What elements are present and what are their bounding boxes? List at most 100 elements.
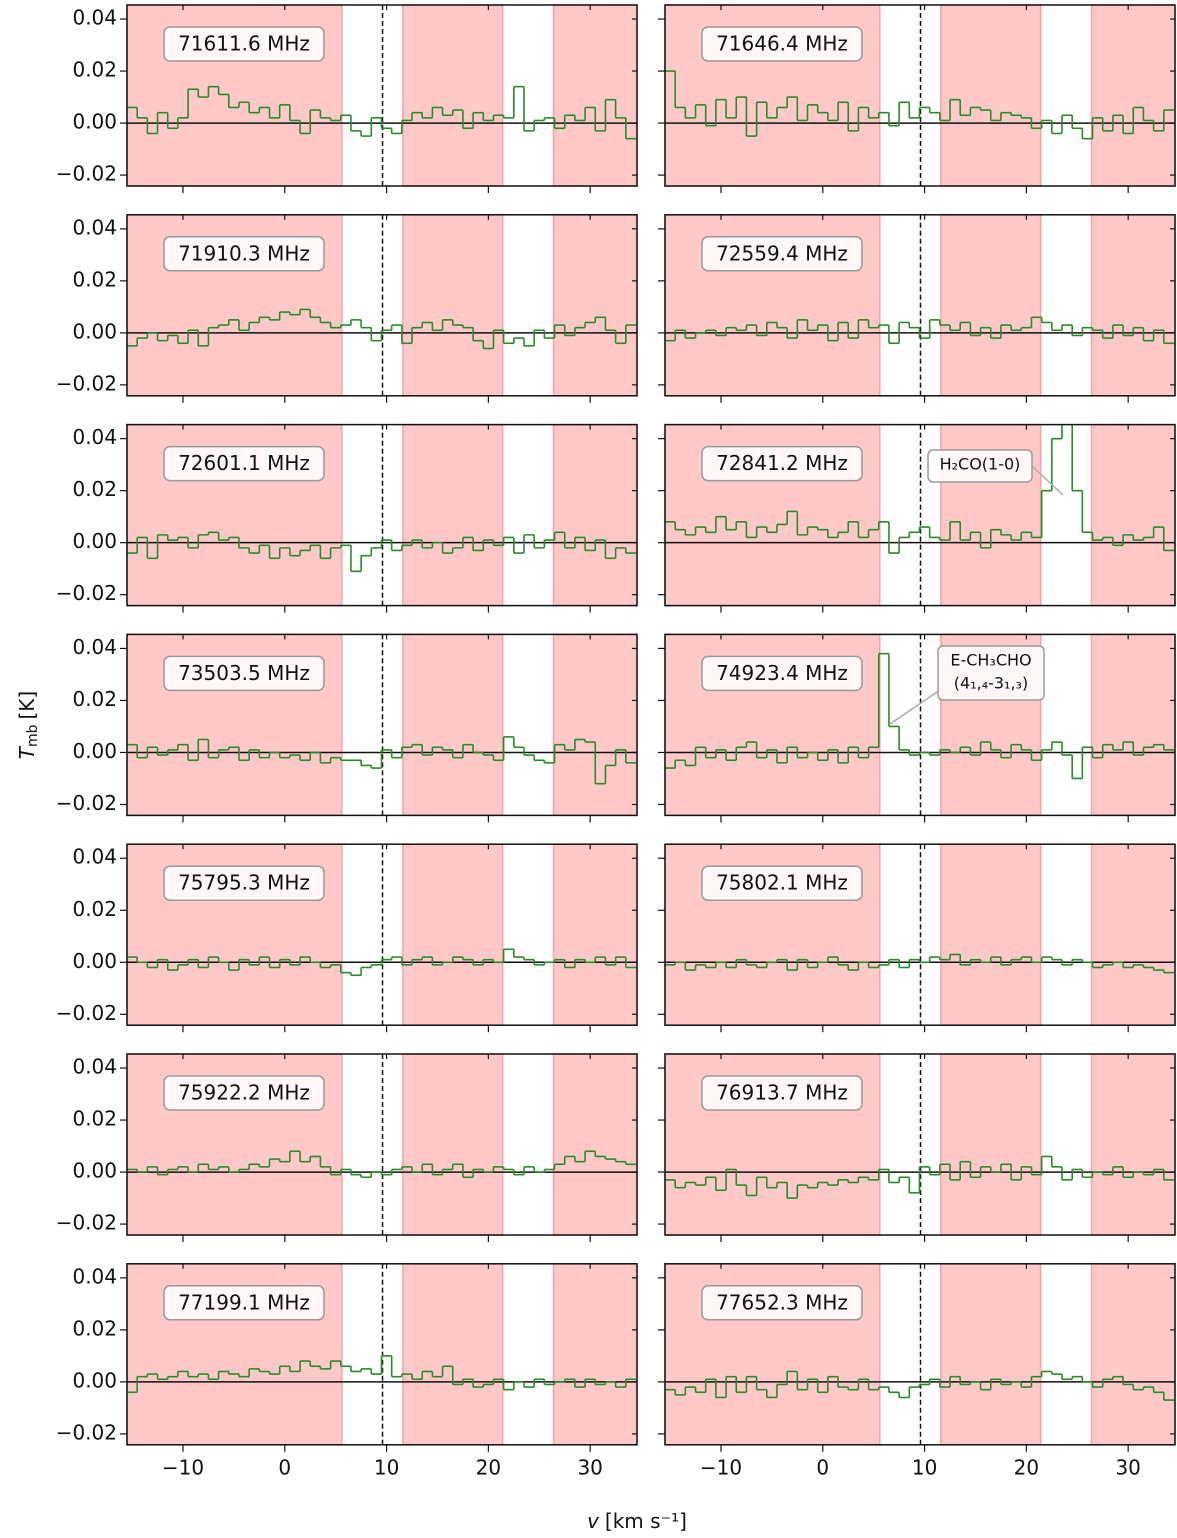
y-tick-label: 0.04 <box>72 1055 117 1079</box>
step-risers <box>674 71 1165 139</box>
y-tick-label: 0.04 <box>72 6 117 30</box>
y-tick-label: 0.00 <box>72 319 117 343</box>
shaded-region <box>940 1263 1042 1446</box>
step-risers <box>136 1151 627 1178</box>
shaded-region <box>402 423 504 607</box>
panel: −0.02 0.00 0.02 0.04 72601.1 MHz <box>56 423 638 613</box>
axes-frame <box>126 1263 638 1446</box>
title-box <box>163 865 325 901</box>
step-risers <box>674 1156 1165 1199</box>
y-tick-label: −0.02 <box>56 371 117 395</box>
y-tick-label: −0.02 <box>56 1420 117 1444</box>
step-risers <box>674 317 1165 344</box>
y-tick-label: 0.04 <box>72 215 117 239</box>
step-risers <box>136 532 627 572</box>
title-box <box>701 865 863 901</box>
y-tick-label: −0.02 <box>56 791 117 815</box>
y-tick-label: 0.02 <box>72 687 117 711</box>
y-tick-label: 0.04 <box>72 425 117 449</box>
shaded-region <box>552 423 638 607</box>
panel: −0.02 0.00 0.02 0.04 75795.3 MHz <box>56 843 638 1033</box>
shaded-region <box>552 1053 638 1236</box>
axes-frame <box>664 214 1176 397</box>
title-box <box>163 445 325 482</box>
axes-frame <box>126 423 638 607</box>
panel: −10 0 10 20 30 77652.3 MHz <box>658 1263 1176 1479</box>
spectrum <box>665 1155 1174 1199</box>
panel: 71646.4 MHz <box>658 4 1176 193</box>
step-risers <box>674 424 1165 554</box>
axes-frame <box>664 843 1176 1026</box>
step-risers <box>136 86 627 139</box>
axes-frame <box>664 423 1176 607</box>
y-tick-label: 0.02 <box>72 897 117 921</box>
step-risers <box>674 954 1165 973</box>
panel-title: 72559.4 MHz <box>716 241 848 265</box>
step-risers <box>674 653 1165 779</box>
shaded-region <box>552 1263 638 1446</box>
y-tick-label: 0.02 <box>72 267 117 291</box>
y-tick-label: 0.00 <box>72 1368 117 1392</box>
axes-frame <box>664 1053 1176 1236</box>
x-tick-label: 0 <box>816 1455 829 1479</box>
axes-frame <box>126 633 638 817</box>
spectrum <box>665 953 1174 974</box>
panel: 75802.1 MHz <box>658 843 1176 1033</box>
panel-title: 75922.2 MHz <box>178 1081 310 1105</box>
y-tick-label: 0.02 <box>72 477 117 501</box>
title-box <box>163 26 325 62</box>
panel: −0.02 0.00 0.02 0.04 71910.3 MHz <box>56 214 638 403</box>
annotation-leader <box>889 689 941 725</box>
title-box <box>163 1075 325 1111</box>
panel-title: 77652.3 MHz <box>716 1290 848 1314</box>
shaded-region <box>1090 843 1176 1026</box>
spectrum <box>665 424 1174 554</box>
panel: −0.02 0.00 0.02 0.04 73503.5 MHz <box>56 633 638 823</box>
spectrum <box>665 1370 1174 1401</box>
spectrum <box>127 531 636 573</box>
x-label-symbol: v <box>587 1509 600 1533</box>
step-risers <box>136 1355 627 1393</box>
spectrum <box>127 308 636 350</box>
panel-title: 75795.3 MHz <box>178 871 310 895</box>
spectrum <box>127 948 636 977</box>
panel: −0.02 0.00 0.02 0.04 −10 0 10 20 30 77199.1 MHz <box>56 1263 638 1479</box>
y-tick-label: 0.02 <box>72 1316 117 1340</box>
axes-frame <box>664 633 1176 817</box>
title-box <box>163 236 325 272</box>
x-tick-label: 20 <box>476 1455 501 1479</box>
axes-frame <box>126 843 638 1026</box>
axes-frame <box>664 1263 1176 1446</box>
shaded-region <box>940 214 1042 397</box>
panel-title: 71910.3 MHz <box>178 241 310 265</box>
shaded-region <box>1090 423 1176 607</box>
y-tick-label: 0.02 <box>72 1107 117 1131</box>
panel-title: 71611.6 MHz <box>178 32 310 56</box>
y-axis-label: Tmb [K] <box>15 691 42 759</box>
shaded-region <box>402 1053 504 1236</box>
y-tick-label: 0.04 <box>72 845 117 869</box>
spectrum <box>665 316 1174 345</box>
shaded-region <box>402 4 504 187</box>
shaded-region <box>940 1053 1042 1236</box>
spectrum <box>127 85 636 140</box>
panel: −0.02 0.00 0.02 0.04 75922.2 MHz <box>56 1053 638 1242</box>
panel: 76913.7 MHz <box>658 1053 1176 1242</box>
title-box <box>163 655 325 692</box>
spectrum <box>127 736 636 785</box>
shaded-region <box>552 214 638 397</box>
x-tick-label: 10 <box>912 1455 937 1479</box>
step-risers <box>136 949 627 976</box>
y-tick-label: −0.02 <box>56 581 117 605</box>
title-box <box>701 445 863 482</box>
y-tick-label: 0.00 <box>72 739 117 763</box>
y-tick-label: 0.00 <box>72 949 117 973</box>
shaded-region <box>402 1263 504 1446</box>
panel: −0.02 0.00 0.02 0.04 71611.6 MHz <box>56 4 638 193</box>
panel: 74923.4 MHz E-CH₃CHO (4₁,₄-3₁,₃) <box>658 633 1176 823</box>
title-box <box>163 1285 325 1321</box>
panel-title: 76913.7 MHz <box>716 1081 848 1105</box>
y-tick-label: −0.02 <box>56 1001 117 1025</box>
y-tick-label: 0.04 <box>72 635 117 659</box>
